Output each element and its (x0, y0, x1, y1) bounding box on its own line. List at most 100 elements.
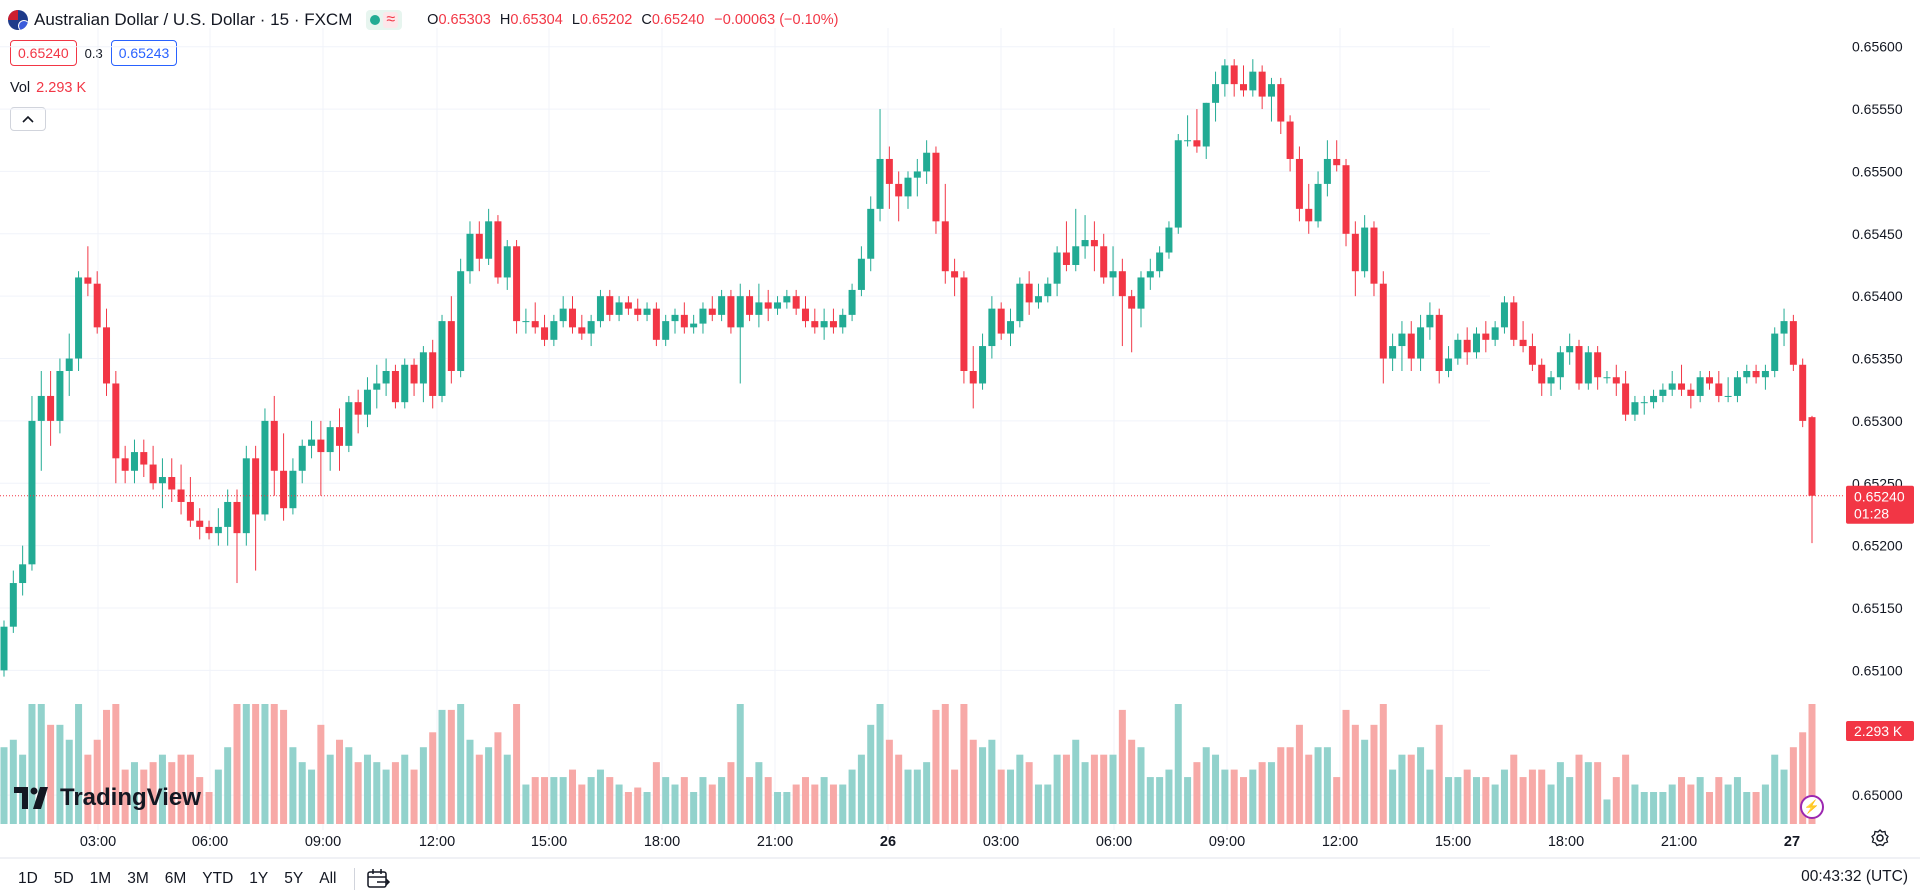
candle-body[interactable] (997, 308, 1005, 334)
candle-body[interactable] (1622, 383, 1630, 415)
candle-body[interactable] (1472, 333, 1480, 353)
candle-body[interactable] (634, 308, 642, 315)
candle-body[interactable] (643, 308, 651, 315)
candle-body[interactable] (662, 321, 670, 340)
candle-body[interactable] (401, 364, 409, 403)
candle-body[interactable] (65, 358, 73, 372)
candle-body[interactable] (140, 452, 148, 465)
candle-body[interactable] (1323, 158, 1331, 184)
candle-body[interactable] (1538, 364, 1546, 384)
candle-body[interactable] (130, 452, 138, 471)
range-5y[interactable]: 5Y (284, 869, 304, 887)
candle-body[interactable] (252, 458, 260, 515)
candle-body[interactable] (308, 439, 316, 446)
candle-body[interactable] (1435, 314, 1443, 372)
candle-body[interactable] (75, 277, 83, 359)
candle-body[interactable] (1081, 240, 1089, 247)
candle-body[interactable] (1426, 314, 1434, 328)
candle-body[interactable] (708, 308, 716, 315)
candle-body[interactable] (792, 296, 800, 309)
candle-body[interactable] (1715, 383, 1723, 396)
candle-body[interactable] (829, 321, 837, 328)
candle-body[interactable] (438, 321, 446, 396)
candle-body[interactable] (1463, 339, 1471, 353)
candle-body[interactable] (1584, 352, 1592, 384)
candle-body[interactable] (1351, 233, 1359, 272)
settings-gear-icon[interactable] (1870, 828, 1890, 848)
candle-body[interactable] (839, 314, 847, 328)
candle-body[interactable] (1016, 283, 1024, 322)
candle-body[interactable] (1500, 302, 1508, 328)
candle-body[interactable] (112, 383, 120, 459)
candle-body[interactable] (1668, 383, 1676, 390)
candle-body[interactable] (774, 302, 782, 309)
sell-button[interactable]: 0.65240 (10, 40, 77, 66)
candle-body[interactable] (783, 296, 791, 303)
candle-body[interactable] (1221, 65, 1229, 85)
candle-body[interactable] (1146, 271, 1154, 278)
candle-body[interactable] (1100, 246, 1108, 278)
candle-body[interactable] (587, 321, 595, 334)
candle-body[interactable] (1034, 296, 1042, 303)
candle-body[interactable] (1771, 333, 1779, 372)
candle-body[interactable] (429, 352, 437, 396)
candle-body[interactable] (1389, 346, 1397, 359)
candle-body[interactable] (727, 296, 735, 328)
candle-body[interactable] (1417, 327, 1425, 359)
candle-body[interactable] (475, 233, 483, 259)
candle-body[interactable] (1165, 227, 1173, 253)
candle-body[interactable] (1528, 346, 1536, 365)
candle-body[interactable] (391, 371, 399, 403)
candle-body[interactable] (1342, 165, 1350, 234)
candle-body[interactable] (857, 258, 865, 290)
candle-body[interactable] (923, 152, 931, 172)
candle-body[interactable] (1174, 140, 1182, 228)
candle-body[interactable] (1333, 158, 1341, 166)
candle-body[interactable] (93, 283, 101, 328)
candle-body[interactable] (270, 420, 278, 471)
candle-body[interactable] (1752, 371, 1760, 378)
candle-body[interactable] (0, 626, 8, 671)
candle-body[interactable] (261, 420, 269, 515)
candle-body[interactable] (885, 158, 893, 184)
candle-body[interactable] (559, 308, 567, 322)
candle-body[interactable] (513, 246, 521, 322)
candle-body[interactable] (550, 321, 558, 340)
candle-body[interactable] (671, 314, 679, 322)
candle-body[interactable] (988, 308, 996, 347)
candle-body[interactable] (652, 308, 660, 340)
candle-body[interactable] (736, 296, 744, 328)
candle-body[interactable] (354, 402, 362, 415)
candle-body[interactable] (317, 439, 325, 453)
candle-body[interactable] (1556, 352, 1564, 378)
candle-body[interactable] (1137, 277, 1145, 309)
price-chart[interactable]: 0.65600 0.65550 0.65500 0.65450 0.65400 0.653… (0, 0, 1920, 860)
candle-body[interactable] (746, 296, 754, 315)
candle-body[interactable] (1482, 333, 1490, 340)
candle-body[interactable] (1743, 371, 1751, 378)
candle-body[interactable] (867, 208, 875, 259)
candle-body[interactable] (1379, 283, 1387, 359)
candle-body[interactable] (1295, 158, 1303, 209)
candle-body[interactable] (447, 321, 455, 372)
candle-body[interactable] (373, 383, 381, 390)
candle-body[interactable] (1370, 227, 1378, 284)
candle-body[interactable] (1128, 296, 1136, 309)
candle-body[interactable] (960, 277, 968, 372)
candle-body[interactable] (755, 302, 763, 315)
market-status-badge[interactable]: ≈ (366, 10, 403, 30)
lightning-icon[interactable]: ⚡ (1800, 795, 1824, 819)
candle-body[interactable] (1603, 377, 1611, 379)
range-ytd[interactable]: YTD (202, 869, 234, 887)
candle-body[interactable] (718, 296, 726, 315)
candle-body[interactable] (382, 371, 390, 384)
candle-body[interactable] (1240, 84, 1248, 91)
candle-body[interactable] (1547, 377, 1555, 384)
candle-body[interactable] (1640, 402, 1648, 404)
candle-body[interactable] (186, 501, 194, 521)
candle-body[interactable] (1398, 333, 1406, 347)
candle-body[interactable] (1184, 140, 1192, 142)
candle-body[interactable] (1631, 402, 1639, 415)
candle-body[interactable] (1761, 371, 1769, 378)
candle-body[interactable] (969, 371, 977, 384)
